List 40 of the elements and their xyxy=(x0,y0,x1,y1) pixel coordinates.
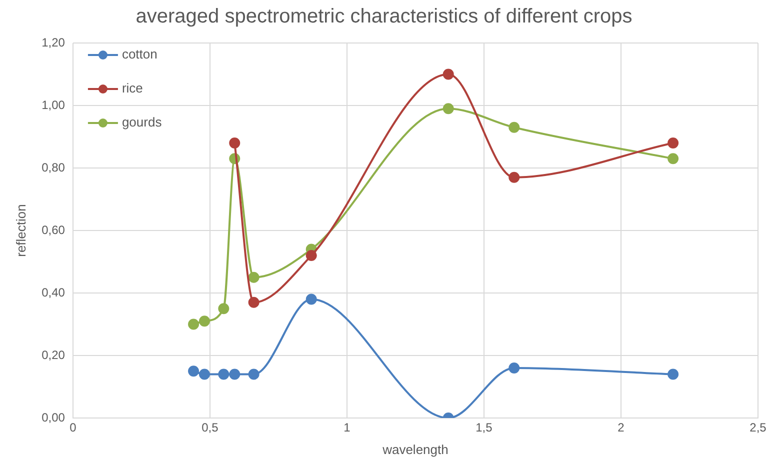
x-tick-label: 1,5 xyxy=(476,420,493,435)
point xyxy=(306,250,317,261)
point xyxy=(668,368,679,380)
y-tick-label: 1,00 xyxy=(42,98,66,112)
point xyxy=(248,272,260,283)
point xyxy=(508,122,520,133)
point xyxy=(508,172,520,183)
y-tick-label: 1,20 xyxy=(42,35,66,50)
legend-label: rice xyxy=(122,80,143,96)
point xyxy=(668,138,679,148)
chart-title: averaged spectrometric characteristics of different crops xyxy=(136,6,632,28)
point xyxy=(188,318,200,330)
legend-label: gourds xyxy=(122,114,162,130)
x-tick-label: 0,5 xyxy=(202,420,219,435)
point xyxy=(668,153,679,164)
point xyxy=(306,294,317,305)
point xyxy=(442,103,454,114)
point xyxy=(198,316,210,327)
x-tick-label: 0 xyxy=(70,420,77,435)
point xyxy=(229,368,240,380)
x-tick-label: 2 xyxy=(618,420,625,435)
y-tick-label: 0,60 xyxy=(42,222,66,237)
y-tick-label: 0,40 xyxy=(42,285,66,300)
point xyxy=(508,362,520,374)
x-tick-label: 1 xyxy=(344,420,351,435)
x-axis-title: wavelength xyxy=(382,442,448,457)
point xyxy=(248,368,260,380)
y-tick-label: 0,20 xyxy=(42,348,66,362)
point xyxy=(248,296,260,308)
y-tick-label: 0,00 xyxy=(42,410,66,424)
y-axis-title: reflection xyxy=(13,204,28,257)
y-tick-label: 0,80 xyxy=(42,160,66,174)
point xyxy=(188,366,200,377)
point xyxy=(229,138,240,148)
point xyxy=(198,368,210,380)
point xyxy=(442,68,454,80)
x-tick-label: 2,5 xyxy=(750,420,767,435)
point xyxy=(218,368,230,380)
point xyxy=(218,303,230,314)
legend-label: cotton xyxy=(122,46,158,62)
